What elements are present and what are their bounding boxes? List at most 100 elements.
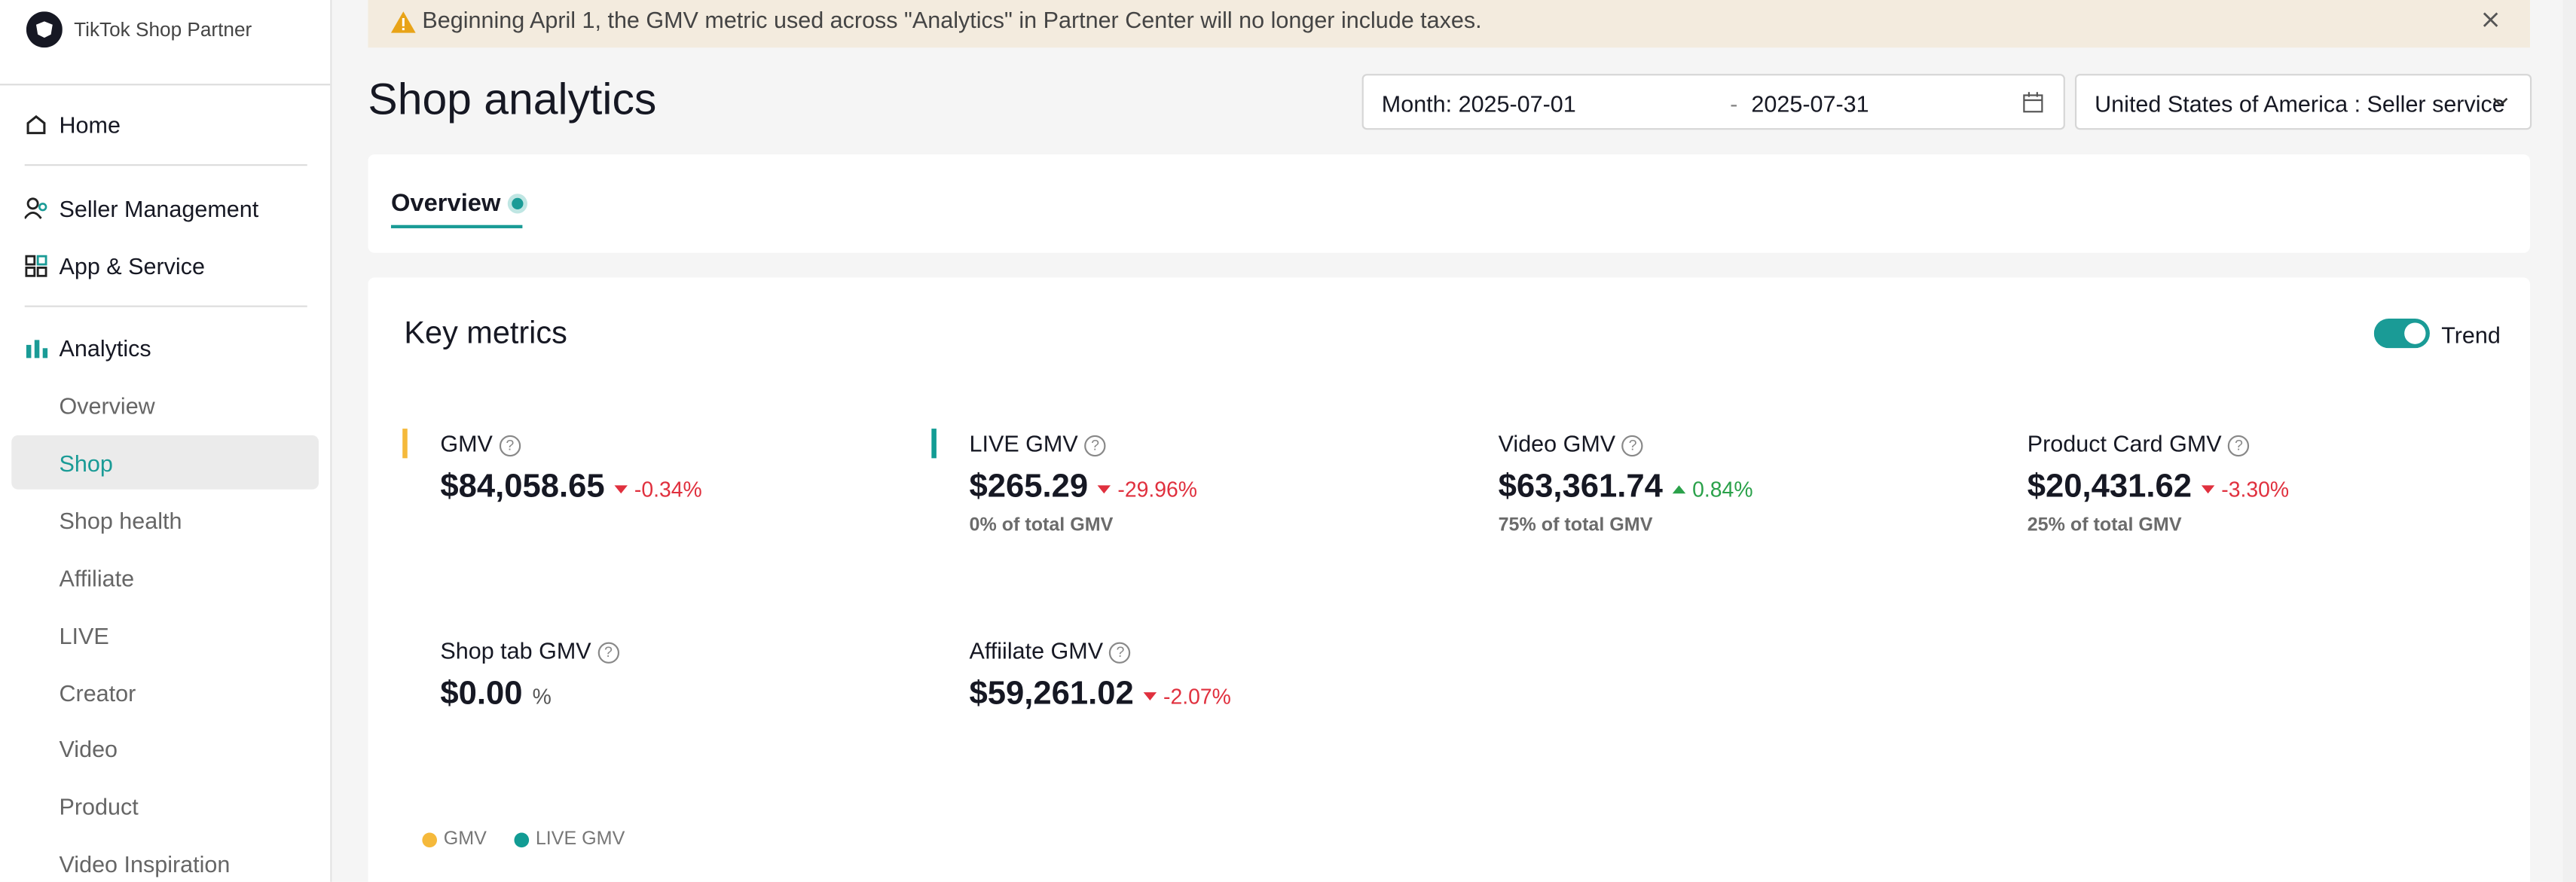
metric-change: -29.96% <box>1098 477 1197 502</box>
change-text: % <box>532 684 552 709</box>
metric-label: Video GMV <box>1498 430 1616 457</box>
trend-arrow <box>1098 485 1111 494</box>
metric-value: $84,058.65 <box>440 468 605 505</box>
help-icon[interactable]: ? <box>1621 435 1644 457</box>
subnav-item[interactable]: Shop health <box>59 507 182 534</box>
metric-value: $59,261.02 <box>969 676 1134 713</box>
date-picker[interactable]: Month: 2025-07-01 - 2025-07-31 <box>1361 74 2065 130</box>
page-title: Shop analytics <box>368 75 657 124</box>
metric-label: Product Card GMV <box>2027 430 2222 457</box>
metric-change: -3.30% <box>2202 477 2289 502</box>
metric-share: 75% of total GMV <box>1498 515 1653 536</box>
nav-item[interactable]: App & Service <box>59 252 205 279</box>
toggle-label: Trend <box>2441 322 2501 349</box>
tab[interactable]: Overview <box>390 189 501 218</box>
help-icon[interactable]: ? <box>2228 435 2250 457</box>
subnav-item[interactable]: Video Inspiration <box>59 850 231 877</box>
notice-banner: Beginning April 1, the GMV metric used a… <box>368 0 2530 48</box>
subnav-item[interactable]: Affiliate <box>59 564 135 591</box>
metric-name: Video GMV? <box>1498 430 1644 457</box>
logo <box>26 11 63 48</box>
subnav-item[interactable]: LIVE <box>59 621 109 649</box>
notice-text: Beginning April 1, the GMV metric used a… <box>422 6 1482 33</box>
trend-arrow <box>1672 485 1686 494</box>
region-select[interactable]: United States of America : Seller servic… <box>2074 74 2532 130</box>
date-separator: - <box>1730 90 1738 117</box>
subnav-item[interactable]: Creator <box>59 679 136 706</box>
change-text: -2.07% <box>1163 684 1231 709</box>
key-metrics-card: Key metrics Trend GMV? $84,058.65 -0.34% LI… <box>368 277 2530 882</box>
legend-dot <box>422 832 438 848</box>
tabs-card: Overview <box>368 154 2530 253</box>
apps-icon <box>25 255 47 277</box>
change-text: -29.96% <box>1117 477 1197 502</box>
metric-value: $265.29 <box>969 468 1089 505</box>
metric-value-row: $20,431.62 -3.30% <box>2027 469 2289 507</box>
nav-item[interactable]: Home <box>59 111 121 139</box>
metric-name: GMV? <box>440 430 521 457</box>
calendar-icon <box>2023 92 2043 113</box>
trend-arrow <box>2202 485 2215 494</box>
brand: TikTok Shop Partner <box>74 17 252 41</box>
metric-value-row: $63,361.74 0.84% <box>1499 469 1753 507</box>
metric-change: -2.07% <box>1143 684 1231 709</box>
trend-arrow <box>614 485 628 494</box>
metric-value: $0.00 <box>440 676 523 713</box>
divider <box>24 305 307 307</box>
date-end: 2025-07-31 <box>1751 90 1869 117</box>
chevron <box>2493 97 2508 107</box>
metric-value: $63,361.74 <box>1498 468 1663 505</box>
tab-badge <box>507 194 527 214</box>
metric-color-bar <box>402 429 408 459</box>
users-icon <box>24 197 47 219</box>
region: United States of America : Seller servic… <box>2095 90 2505 117</box>
legend-label[interactable]: LIVE GMV <box>535 829 625 850</box>
metric-value-row: $0.00% <box>440 676 551 713</box>
help-icon[interactable]: ? <box>1084 435 1106 457</box>
subnav-item[interactable]: Overview <box>59 392 155 420</box>
subnav-item[interactable]: Shop <box>59 450 113 477</box>
help-icon[interactable]: ? <box>597 642 619 664</box>
legend-label[interactable]: GMV <box>443 829 487 850</box>
metric-name: Product Card GMV? <box>2027 430 2250 457</box>
subnav-item[interactable]: Product <box>59 793 139 820</box>
legend-dot <box>514 832 530 848</box>
metric-name: Affiilate GMV? <box>969 637 1132 664</box>
metric-value-row: $59,261.02 -2.07% <box>969 676 1230 713</box>
metric-name: LIVE GMV? <box>969 430 1106 457</box>
trend-arrow <box>1143 692 1157 700</box>
divider <box>24 164 307 166</box>
close-button[interactable] <box>2483 11 2499 28</box>
date-start: Month: 2025-07-01 <box>1381 90 1576 117</box>
section-title: Key metrics <box>404 316 567 352</box>
warning-icon <box>390 11 416 33</box>
metric-color-bar <box>931 429 937 459</box>
subnav-item[interactable]: Video <box>59 736 118 763</box>
change-text: -3.30% <box>2221 477 2290 502</box>
metric-name: Shop tab GMV? <box>440 637 619 664</box>
scrollbar <box>2562 0 2576 882</box>
metric-label: LIVE GMV <box>969 430 1078 457</box>
metric-share: 25% of total GMV <box>2027 515 2182 536</box>
nav-item[interactable]: Analytics <box>59 334 151 362</box>
metric-change: 0.84% <box>1672 477 1753 502</box>
metric-value: $20,431.62 <box>2027 468 2193 505</box>
nav-item[interactable]: Seller Management <box>59 195 259 222</box>
change-text: -0.34% <box>634 477 702 502</box>
metric-label: GMV <box>440 430 493 457</box>
metric-label: Affiilate GMV <box>969 637 1104 664</box>
active-highlight <box>11 435 319 490</box>
trend-toggle[interactable] <box>2373 319 2430 349</box>
analytics-icon <box>26 340 48 359</box>
metric-label: Shop tab GMV <box>440 637 591 664</box>
divider <box>0 84 331 86</box>
metric-change: -0.34% <box>614 477 702 502</box>
help-icon[interactable]: ? <box>1109 642 1132 664</box>
change-text: 0.84% <box>1692 477 1753 502</box>
metric-value-row: $265.29 -29.96% <box>969 469 1196 507</box>
metric-share: 0% of total GMV <box>969 515 1114 536</box>
sidebar: TikTok Shop Partner Home Seller Manageme… <box>0 0 332 882</box>
help-icon[interactable]: ? <box>499 435 521 457</box>
